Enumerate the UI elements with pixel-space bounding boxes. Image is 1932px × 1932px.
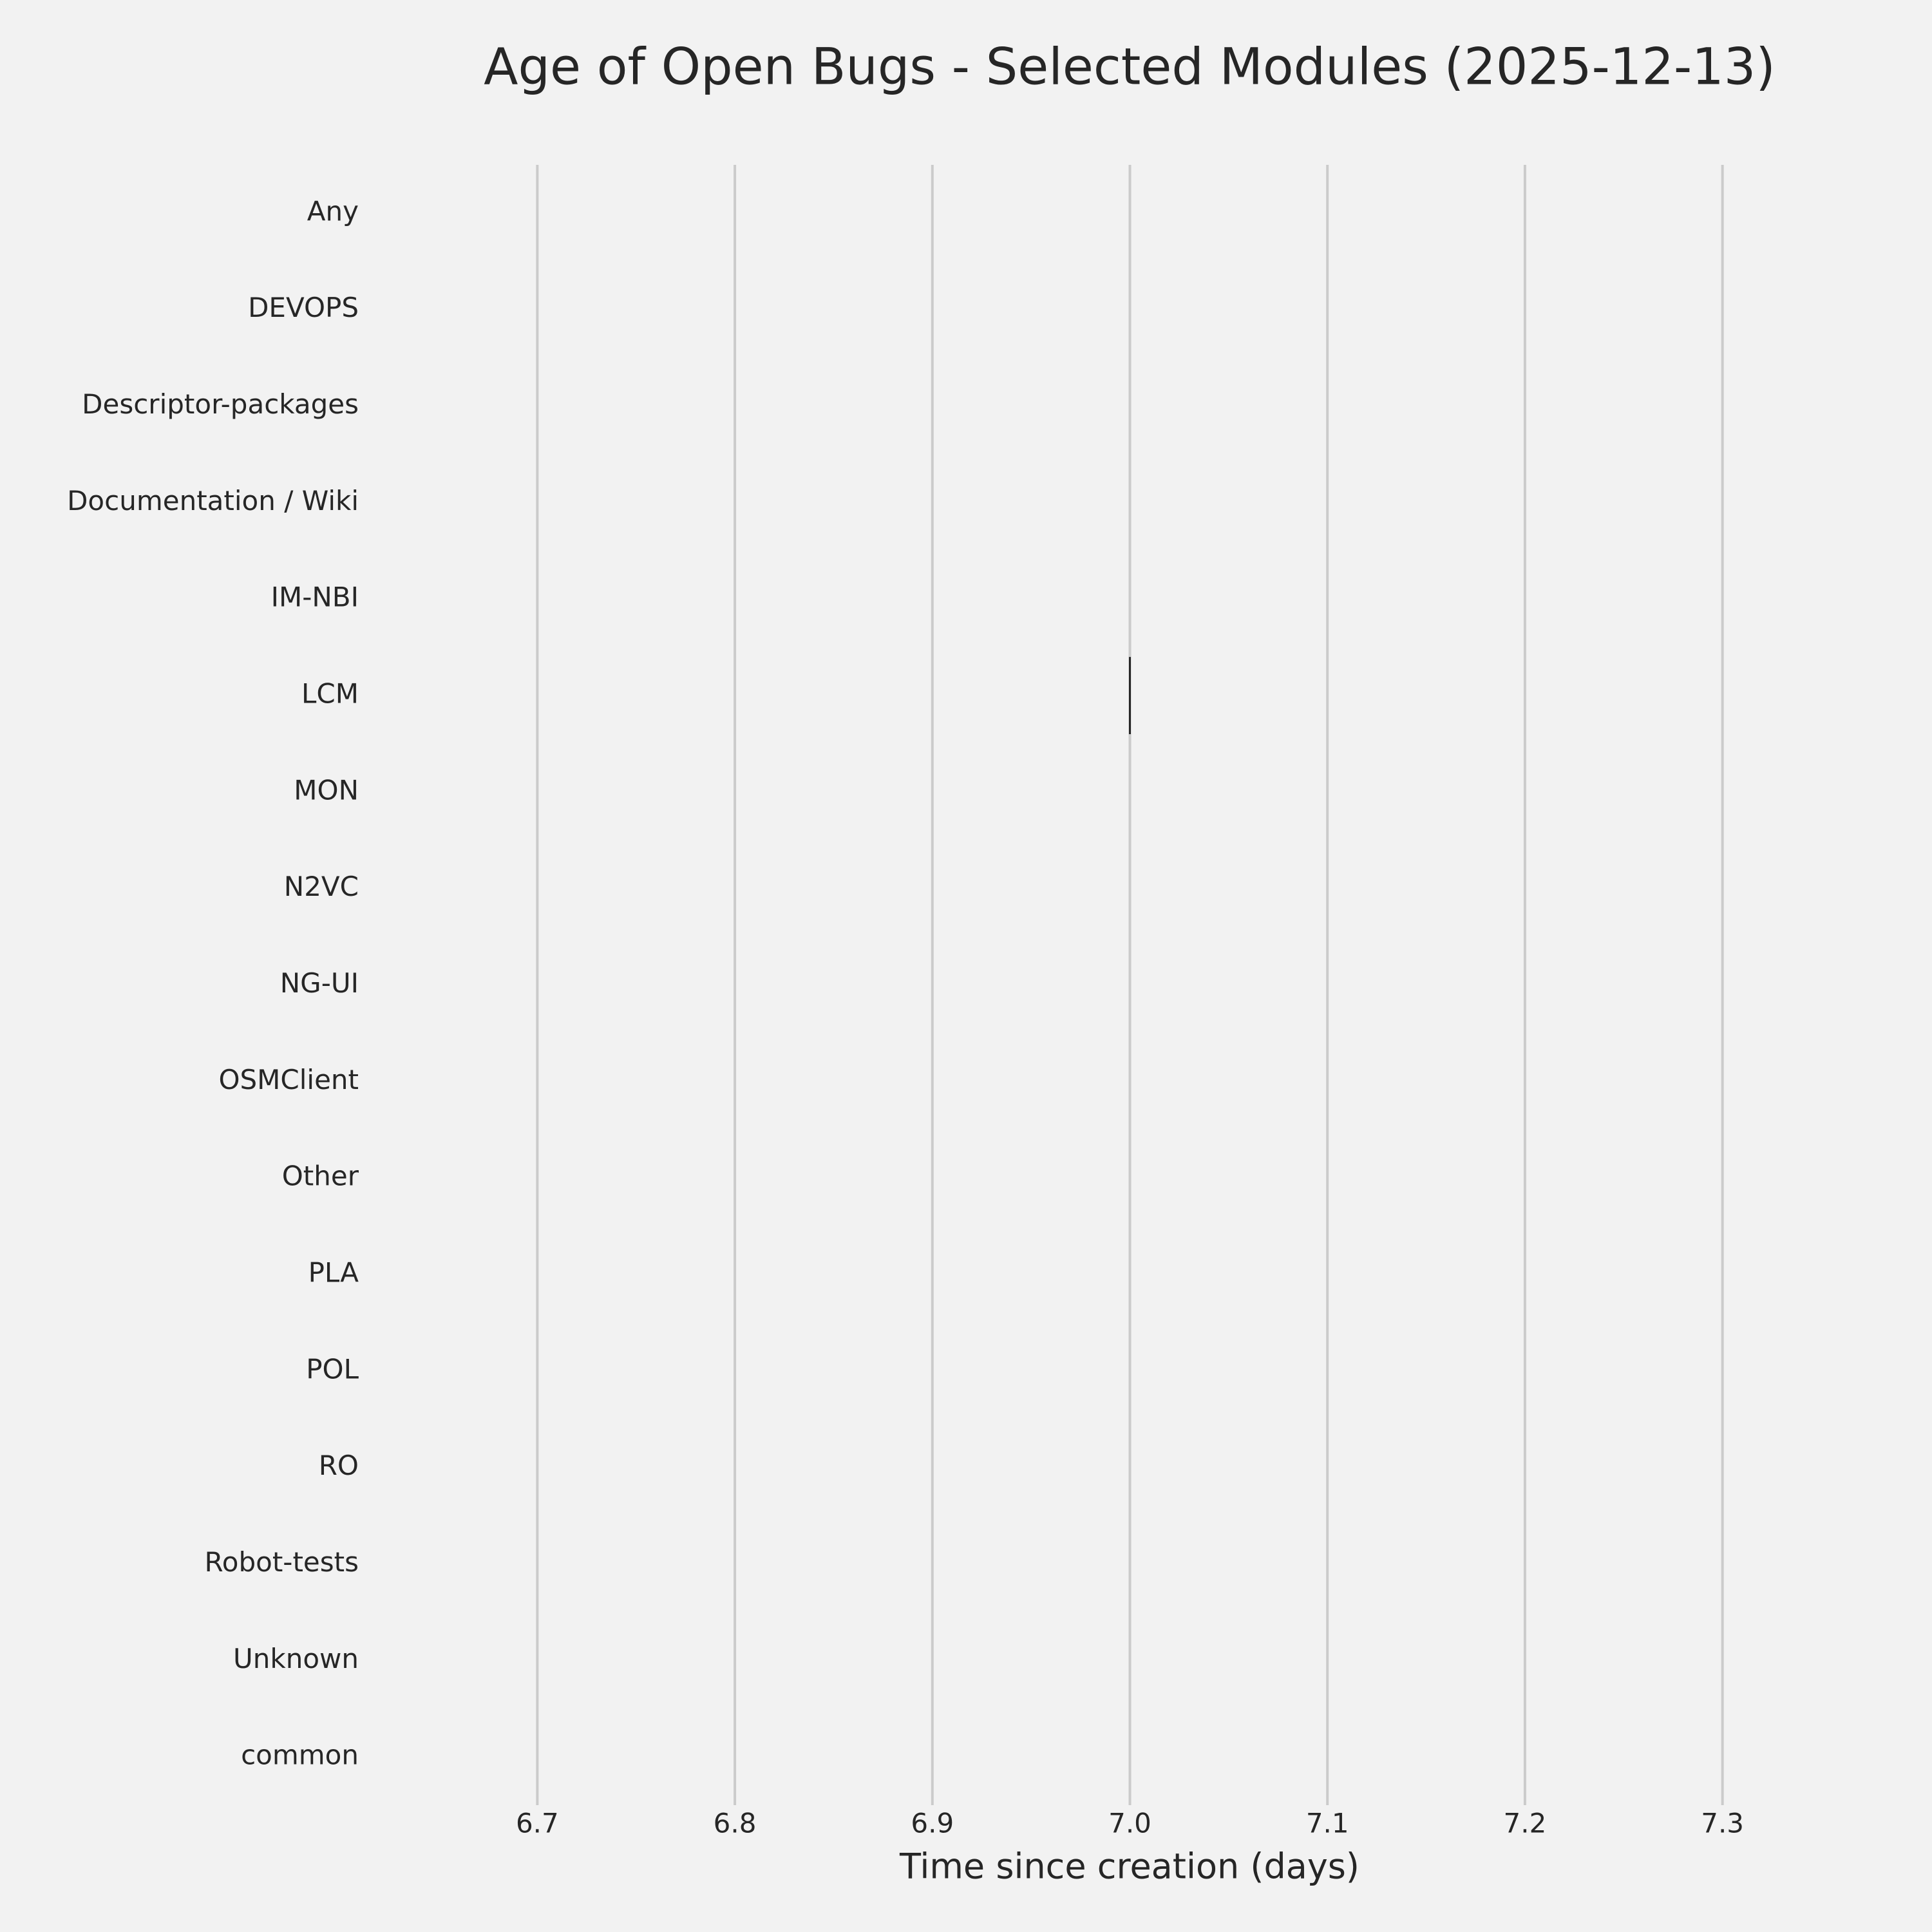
y-tick-label: Documentation / Wiki — [67, 485, 359, 516]
y-tick-label: Any — [307, 195, 359, 227]
x-tick-label: 6.7 — [516, 1808, 559, 1839]
y-tick-label: Other — [282, 1160, 359, 1192]
y-tick-label: OSMClient — [218, 1064, 359, 1095]
y-tick-label: MON — [294, 774, 359, 806]
x-tick-label: 7.1 — [1306, 1808, 1349, 1839]
x-tick-label: 7.0 — [1108, 1808, 1151, 1839]
y-tick-label: LCM — [301, 678, 359, 710]
y-tick-label: PLA — [308, 1256, 359, 1288]
chart-title: Age of Open Bugs - Selected Modules (202… — [484, 38, 1776, 96]
y-tick-label: common — [241, 1739, 359, 1771]
y-tick-label: DEVOPS — [248, 292, 359, 323]
y-tick-label: POL — [306, 1353, 359, 1385]
y-tick-label: Robot-tests — [204, 1546, 359, 1578]
y-tick-label: NG-UI — [280, 967, 359, 999]
x-tick-label: 7.3 — [1701, 1808, 1744, 1839]
x-tick-label: 6.9 — [911, 1808, 954, 1839]
y-tick-label: RO — [319, 1450, 359, 1481]
y-tick-label: Descriptor-packages — [82, 388, 359, 420]
x-tick-label: 7.2 — [1504, 1808, 1547, 1839]
y-tick-label: Unknown — [233, 1643, 359, 1674]
x-tick-label: 6.8 — [714, 1808, 757, 1839]
y-tick-label: IM-NBI — [271, 582, 359, 613]
x-axis-label: Time since creation (days) — [899, 1846, 1359, 1887]
y-tick-label: N2VC — [284, 871, 359, 902]
